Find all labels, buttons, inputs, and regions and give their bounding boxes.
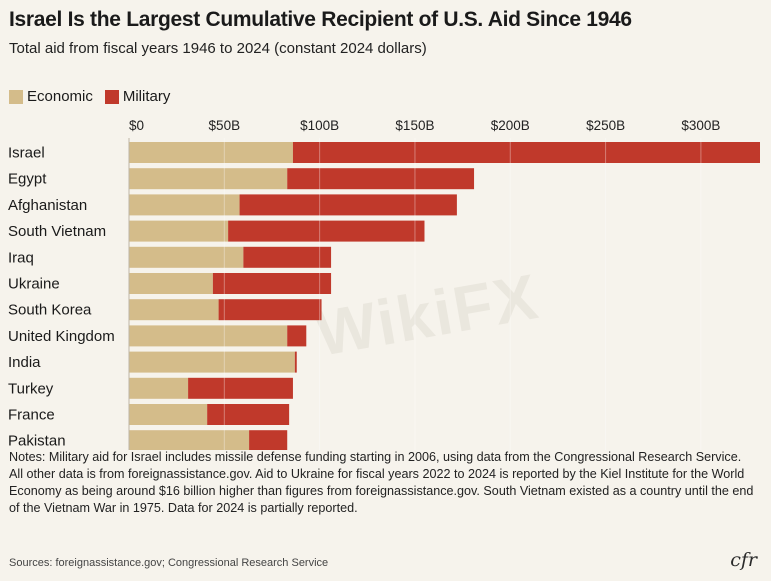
category-label: France <box>8 407 55 424</box>
bar-economic <box>129 430 250 450</box>
x-tick-label: $200B <box>491 118 530 133</box>
legend-swatch-military <box>104 89 119 104</box>
category-label: Turkey <box>8 380 54 397</box>
category-label: Iraq <box>8 249 34 266</box>
category-label: United Kingdom <box>8 328 115 345</box>
x-tick-label: $50B <box>209 118 241 133</box>
legend-item-military: Military <box>104 88 171 105</box>
category-label: South Vietnam <box>8 223 106 240</box>
cfr-logo: cfr <box>730 549 757 571</box>
x-tick-label: $300B <box>681 118 720 133</box>
bar-military <box>243 246 332 268</box>
legend: Economic Military <box>9 88 182 105</box>
chart-title: Israel Is the Largest Cumulative Recipie… <box>9 8 632 31</box>
bar-economic <box>129 220 229 242</box>
bar-military <box>212 273 332 294</box>
bar-economic <box>129 168 288 190</box>
legend-label-military: Military <box>122 88 171 105</box>
bar-economic <box>129 377 189 399</box>
bar-economic <box>129 194 240 216</box>
bar-military <box>292 142 760 163</box>
bar-military <box>287 325 307 347</box>
bar-economic <box>129 273 213 294</box>
x-tick-label: $150B <box>395 118 434 133</box>
category-label: South Korea <box>8 302 92 319</box>
legend-swatch-economic <box>9 89 23 104</box>
bar-military <box>249 430 288 450</box>
category-label: Egypt <box>8 171 47 188</box>
bar-military <box>218 299 322 321</box>
category-label: India <box>8 354 41 371</box>
category-label: Israel <box>8 145 45 162</box>
notes: Notes: Military aid for Israel includes … <box>9 450 754 515</box>
chart-subtitle: Total aid from fiscal years 1946 to 2024… <box>9 40 427 57</box>
bar-economic <box>129 404 208 425</box>
bar-military <box>188 377 293 399</box>
category-label: Ukraine <box>8 276 60 293</box>
category-label: Afghanistan <box>8 197 87 214</box>
bar-economic <box>129 246 244 268</box>
bar-military <box>239 194 457 216</box>
legend-label-economic: Economic <box>27 88 93 105</box>
x-tick-label: $0 <box>129 118 144 133</box>
bar-chart: $0 $50B $100B $150B $200B $250B $300B Israel Egy… <box>8 118 760 450</box>
legend-item-economic: Economic <box>9 88 93 105</box>
bar-military <box>294 351 297 373</box>
x-tick-label: $250B <box>586 118 625 133</box>
sources: Sources: foreignassistance.gov; Congress… <box>9 557 329 569</box>
bar-military <box>207 404 290 425</box>
bar-economic <box>129 299 219 321</box>
bar-military <box>228 220 425 242</box>
category-label: Pakistan <box>8 433 66 450</box>
bar-military <box>287 168 475 190</box>
bar-economic <box>129 325 288 347</box>
x-tick-label: $100B <box>300 118 339 133</box>
bar-economic <box>129 142 293 163</box>
bar-economic <box>129 351 295 373</box>
